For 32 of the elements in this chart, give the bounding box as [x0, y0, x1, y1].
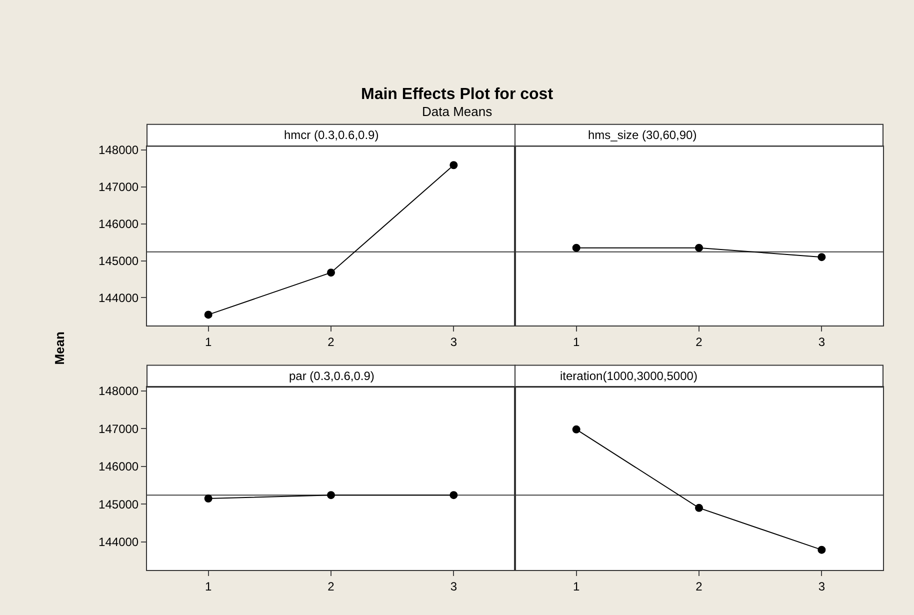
chart-title: par (0.3,0.6,0.9) [289, 369, 374, 383]
x-tick-label: 1 [572, 334, 580, 349]
y-tick-label: 148000 [98, 143, 139, 158]
y-tick-label: 147000 [98, 422, 139, 436]
x-tick-label: 3 [450, 580, 458, 594]
y-tick-label: 144000 [98, 535, 139, 550]
y-tick-label: 146000 [98, 460, 139, 474]
y-tick-label: 144000 [98, 290, 139, 305]
x-tick-label: 2 [328, 334, 335, 349]
y-tick-label: 147000 [98, 180, 139, 194]
x-tick-label: 1 [572, 580, 580, 594]
x-tick-label: 1 [204, 580, 212, 594]
x-tick-label: 3 [818, 334, 826, 349]
text: Mean [52, 332, 68, 365]
chart-title: iteration(1000,3000,5000) [560, 369, 698, 383]
point [450, 161, 458, 170]
chart-title: hms_size (30,60,90) [588, 128, 697, 142]
point [204, 310, 212, 319]
x-tick-label: 2 [696, 580, 703, 594]
x-tick-label: 2 [696, 334, 703, 349]
y-tick-label: 146000 [98, 217, 139, 232]
text: Main Effects Plot for cost [361, 86, 554, 103]
x-tick-label: 1 [204, 334, 212, 349]
x-tick-label: 3 [450, 334, 458, 349]
x-tick-label: 3 [818, 580, 826, 594]
point [327, 268, 335, 277]
x-tick-label: 2 [328, 580, 335, 594]
chart-title: hmcr (0.3,0.6,0.9) [284, 128, 379, 142]
y-tick-label: 148000 [98, 384, 139, 398]
text: Data Means [422, 104, 493, 119]
y-tick-label: 145000 [98, 497, 139, 512]
y-tick-label: 145000 [98, 254, 139, 268]
